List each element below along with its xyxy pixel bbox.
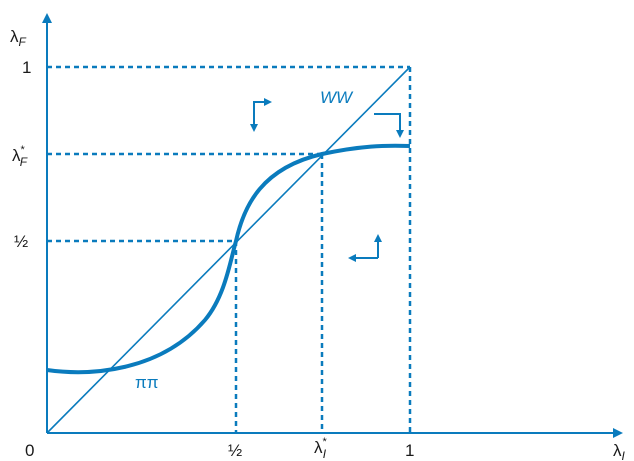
x-tick-one: 1 [405, 441, 414, 460]
x-tick-lambda-i-star: λ* I [314, 436, 328, 461]
ww-label: WW [320, 88, 354, 107]
arrow-right-down-icon [374, 113, 404, 138]
diagonal-ww-line [46, 66, 411, 434]
y-tick-one: 1 [22, 58, 31, 77]
pipi-label: ππ [135, 373, 158, 392]
arrow-left-up-icon [348, 234, 382, 262]
arrow-up-right-icon [253, 98, 272, 128]
y-axis-label: λF [10, 27, 27, 49]
x-axis-label: λI [613, 441, 626, 461]
s-curve-pipi [46, 143, 411, 375]
y-tick-lambda-f-star: λ* F [12, 144, 28, 169]
y-tick-half: ½ [14, 232, 28, 251]
origin-label: 0 [25, 441, 34, 460]
x-tick-half: ½ [228, 441, 242, 460]
